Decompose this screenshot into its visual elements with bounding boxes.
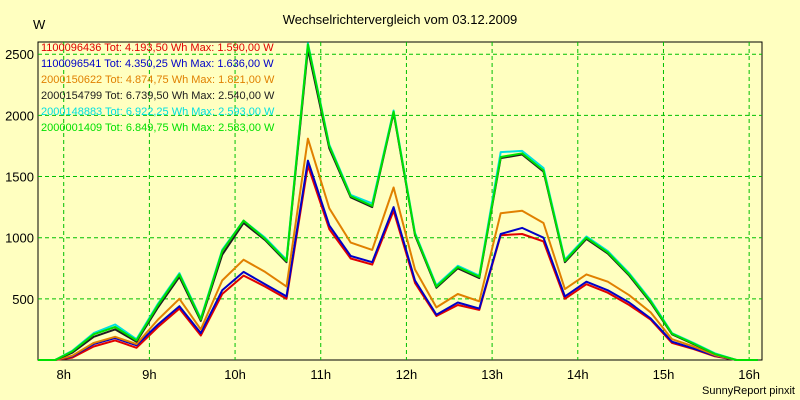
y-tick-label: 1000 — [5, 231, 34, 246]
x-tick-label: 10h — [224, 367, 246, 382]
series-line-2000150622 — [38, 137, 758, 361]
credit-label: SunnyReport pinxit — [702, 385, 795, 397]
plot-area — [37, 41, 763, 361]
legend: 1100096436 Tot: 4.193,50 Wh Max: 1.590,0… — [41, 42, 275, 134]
y-tick-label: 1500 — [5, 170, 34, 185]
series-line-1100096541 — [38, 159, 758, 361]
legend-entry-2000001409: 2000001409 Tot: 6.849,75 Wh Max: 2.583,0… — [41, 122, 275, 134]
legend-entry-1100096541: 1100096541 Tot: 4.350,25 Wh Max: 1.636,0… — [41, 58, 274, 70]
series-line-1100096436 — [38, 164, 758, 361]
x-axis-ticks: 8h 9h 10h 11h 12h 13h 14h 15h 16h — [56, 367, 760, 382]
x-tick-label: 14h — [567, 367, 589, 382]
x-tick-label: 11h — [310, 367, 331, 382]
x-tick-label: 16h — [738, 367, 760, 382]
legend-entry-2000154799: 2000154799 Tot: 6.739,50 Wh Max: 2.540,0… — [41, 90, 275, 102]
y-axis-label: W — [33, 17, 46, 32]
x-tick-label: 9h — [142, 367, 156, 382]
x-tick-label: 12h — [396, 367, 418, 382]
series-group — [38, 42, 758, 361]
legend-entry-2000148883: 2000148883 Tot: 6.922,25 Wh Max: 2.593,0… — [41, 106, 275, 118]
x-tick-label: 15h — [653, 367, 675, 382]
x-tick-label: 13h — [481, 367, 503, 382]
y-tick-label: 2000 — [5, 108, 34, 123]
legend-entry-2000150622: 2000150622 Tot: 4.874,75 Wh Max: 1.821,0… — [41, 74, 275, 86]
y-tick-label: 500 — [12, 292, 34, 307]
legend-entry-1100096436: 1100096436 Tot: 4.193,50 Wh Max: 1.590,0… — [41, 42, 274, 54]
chart-title: Wechselrichtervergleich vom 03.12.2009 — [283, 12, 518, 27]
y-axis-ticks: 500 1000 1500 2000 2500 — [5, 47, 34, 307]
x-tick-label: 8h — [56, 367, 70, 382]
y-tick-label: 2500 — [5, 47, 34, 62]
series-line-2000001409 — [38, 43, 758, 361]
grid-lines — [38, 42, 762, 360]
